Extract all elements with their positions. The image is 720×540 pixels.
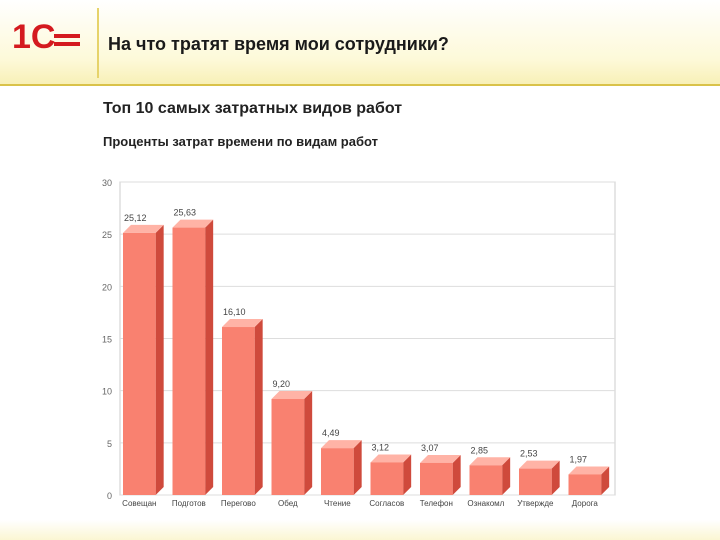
- slide-title: На что тратят время мои сотрудники?: [108, 34, 449, 54]
- y-tick-label: 5: [107, 439, 112, 449]
- x-tick-label: Дорога: [572, 499, 599, 508]
- data-label: 4,49: [322, 428, 340, 438]
- bar: [568, 474, 602, 495]
- bar: [222, 327, 255, 495]
- y-tick-label: 10: [102, 387, 112, 397]
- x-tick-label: Согласов: [369, 499, 404, 508]
- bar: [420, 462, 453, 495]
- bar: [519, 468, 552, 495]
- data-label: 9,20: [273, 379, 291, 389]
- bar-side: [353, 440, 362, 495]
- bar: [123, 232, 156, 495]
- x-tick-label: Ознакомл: [467, 499, 504, 508]
- bar-side: [254, 319, 263, 495]
- bar-side: [155, 224, 164, 495]
- slide-header: 1С На что тратят время мои сотрудники?: [0, 0, 720, 86]
- bar-top: [172, 219, 214, 228]
- bar-side: [502, 457, 511, 495]
- y-tick-label: 0: [107, 491, 112, 501]
- bar-side: [452, 454, 461, 495]
- x-tick-label: Утвержде: [517, 499, 554, 508]
- data-label: 25,12: [124, 213, 147, 223]
- bar: [271, 399, 305, 495]
- data-label: 25,63: [174, 208, 197, 218]
- data-label: 2,85: [471, 445, 489, 455]
- bar-chart: 0 5 10 15 20 25 30 25,12 Совещан 25,63 Подготов 16,…: [102, 178, 616, 508]
- bar-top: [420, 454, 461, 463]
- logo-stripe: [54, 42, 80, 46]
- x-tick-label: Подготов: [172, 499, 206, 508]
- bar-side: [601, 466, 610, 495]
- header-line: [0, 84, 720, 86]
- data-label: 3,12: [372, 442, 390, 452]
- logo-stripe: [54, 34, 80, 38]
- data-label: 2,53: [520, 449, 538, 459]
- x-tick-label: Обед: [278, 499, 298, 508]
- report-title: Топ 10 самых затратных видов работ: [103, 100, 403, 117]
- data-label: 1,97: [570, 454, 588, 464]
- bar: [370, 462, 404, 495]
- bar-top: [123, 224, 164, 233]
- bar: [321, 448, 354, 495]
- bar-top: [271, 391, 313, 400]
- report-subtitle: Проценты затрат времени по видам работ: [103, 134, 378, 149]
- y-tick-label: 30: [102, 178, 112, 188]
- bar-side: [551, 460, 560, 495]
- y-tick-label: 25: [102, 230, 112, 240]
- bar-top: [519, 460, 560, 469]
- x-tick-label: Совещан: [122, 499, 156, 508]
- y-tick-label: 20: [102, 282, 112, 292]
- bar-side: [304, 391, 313, 495]
- logo-text: 1С: [12, 18, 55, 56]
- bar: [172, 227, 206, 495]
- logo-1c: 1С: [12, 18, 80, 56]
- bar-side: [205, 219, 214, 495]
- x-tick-label: Телефон: [420, 499, 453, 508]
- bottom-band: [0, 520, 720, 540]
- bar-top: [568, 466, 610, 475]
- bar-side: [403, 454, 412, 495]
- header-divider: [97, 8, 99, 78]
- y-tick-label: 15: [102, 335, 112, 345]
- bar-top: [469, 457, 511, 466]
- data-label: 16,10: [223, 307, 246, 317]
- bar-top: [370, 454, 412, 463]
- data-label: 3,07: [421, 443, 439, 453]
- x-tick-label: Чтение: [324, 499, 351, 508]
- bar: [469, 465, 503, 495]
- x-tick-label: Перегово: [221, 499, 256, 508]
- bar-top: [321, 440, 362, 449]
- bar-top: [222, 319, 263, 328]
